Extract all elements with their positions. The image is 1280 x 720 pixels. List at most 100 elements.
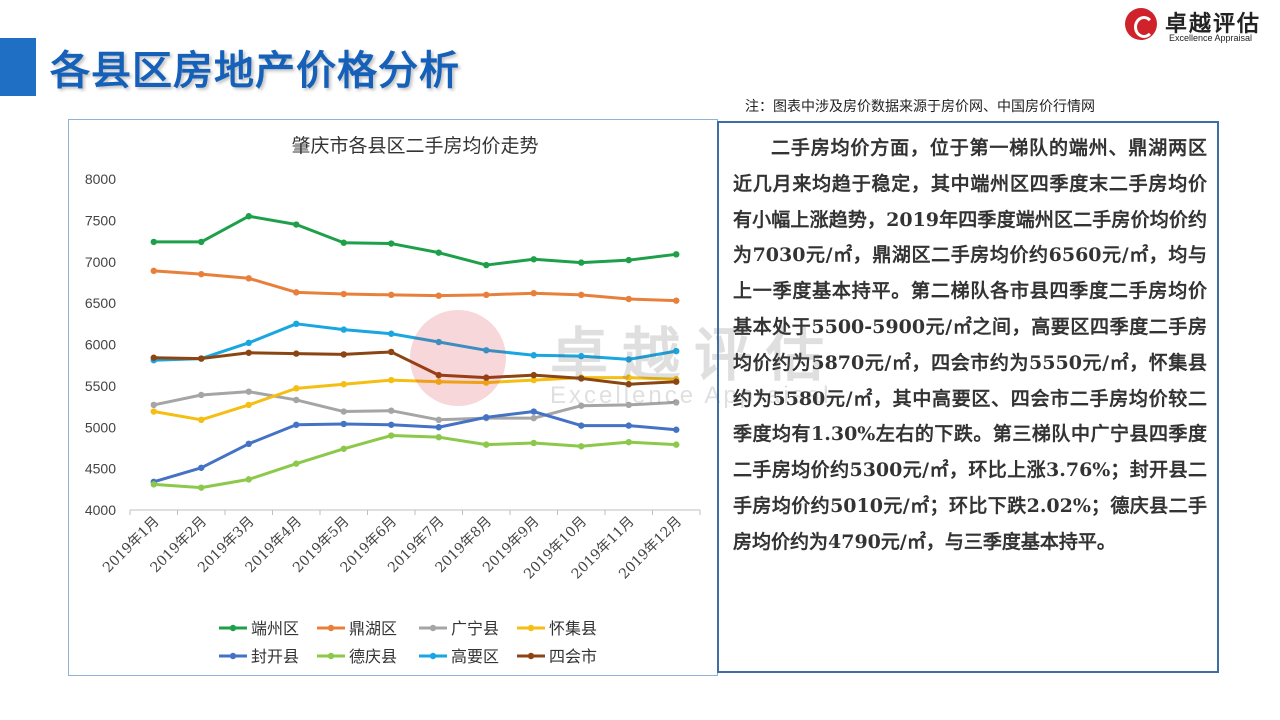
data-point [483,374,490,381]
data-point [435,338,442,346]
legend-marker [527,624,535,632]
y-tick-label: 6000 [85,337,116,353]
title-accent-bar [0,38,36,96]
legend-label: 德庆县 [349,647,397,666]
y-tick-label: 7000 [85,254,116,270]
brand-name-en: Excellence Appraisal [1169,33,1253,43]
data-point [483,347,490,354]
data-point [293,289,300,296]
data-point [435,292,442,299]
data-point [388,348,395,356]
data-point [578,422,585,429]
data-point [388,407,395,414]
data-point [198,464,205,471]
y-tick-label: 5000 [85,419,116,435]
data-point [198,484,205,491]
legend-marker [229,652,237,660]
legend-label: 封开县 [251,647,299,666]
data-point [245,339,252,347]
y-tick-label: 7500 [85,212,116,228]
brand-logo: 卓越评估 Excellence Appraisal [1125,6,1275,44]
chart-canvas: 肇庆市各县区二手房均价走势 4000 4500 5000 5500 6000 6500 700… [85,135,701,666]
data-point [530,414,537,422]
data-point [625,401,632,409]
series-line [153,214,677,267]
data-point [625,422,632,429]
data-point [293,350,300,357]
data-point [245,275,252,282]
y-tick-label: 4500 [85,461,116,477]
data-point [530,371,537,379]
chart-title: 肇庆市各县区二手房均价走势 [291,135,538,157]
data-point [340,351,347,358]
data-point [245,440,252,447]
data-point [673,426,680,433]
y-tick-label: 5500 [85,378,116,394]
data-point [530,256,537,263]
data-point [245,213,252,220]
data-point [388,421,395,428]
data-point [293,385,300,392]
data-point [435,378,442,385]
y-tick-label: 4000 [85,502,116,518]
data-point [673,297,680,304]
data-point [340,239,347,246]
data-point [578,352,585,360]
data-point [530,352,537,359]
page-title: 各县区房地产价格分析 [50,48,460,94]
brand-logo-icon [1125,8,1157,40]
data-point [340,290,347,298]
legend-label: 四会市 [549,647,597,666]
data-point [578,402,585,409]
data-point [435,424,442,431]
data-point [245,401,252,409]
series-line [153,410,677,484]
data-point [293,460,300,467]
data-point [340,381,347,388]
legend-marker [327,652,335,660]
data-point [198,238,205,246]
series-line [153,350,677,386]
data-point [435,371,442,379]
data-point [578,375,585,382]
data-point [293,396,300,404]
series-line [153,390,677,422]
data-point [388,291,395,299]
legend-marker [429,652,437,660]
data-point [625,374,632,381]
data-point [150,401,157,409]
y-tick-label: 6500 [85,295,116,311]
legend-label: 鼎湖区 [349,619,397,638]
data-point [578,443,585,450]
analysis-text: 二手房均价方面，位于第一梯队的端州、鼎湖两区近几月来均趋于稳定，其中端州区四季度… [733,137,1207,553]
data-point [483,291,490,299]
series-line [153,376,677,422]
data-point [198,270,205,278]
data-point [483,441,490,448]
data-point [578,291,585,299]
data-point [198,391,205,399]
data-point [673,251,680,258]
data-point [198,416,205,424]
data-point [625,381,632,388]
data-point [530,289,537,297]
y-tick-label: 8000 [85,171,116,187]
data-point [388,376,395,384]
data-point [150,408,157,415]
data-point [340,420,347,428]
price-trend-chart: 肇庆市各县区二手房均价走势 4000 4500 5000 5500 6000 6500 700… [68,119,718,676]
data-point [530,439,537,447]
data-point [483,261,490,269]
data-point [388,240,395,247]
data-point [483,414,490,421]
data-point [245,349,252,356]
data-point [245,388,252,395]
data-point [673,378,680,385]
data-point [150,238,157,246]
series-line [153,322,677,362]
data-point [340,408,347,415]
data-point [483,379,490,386]
data-point [388,330,395,337]
data-point [625,256,632,264]
legend-marker [527,652,535,660]
